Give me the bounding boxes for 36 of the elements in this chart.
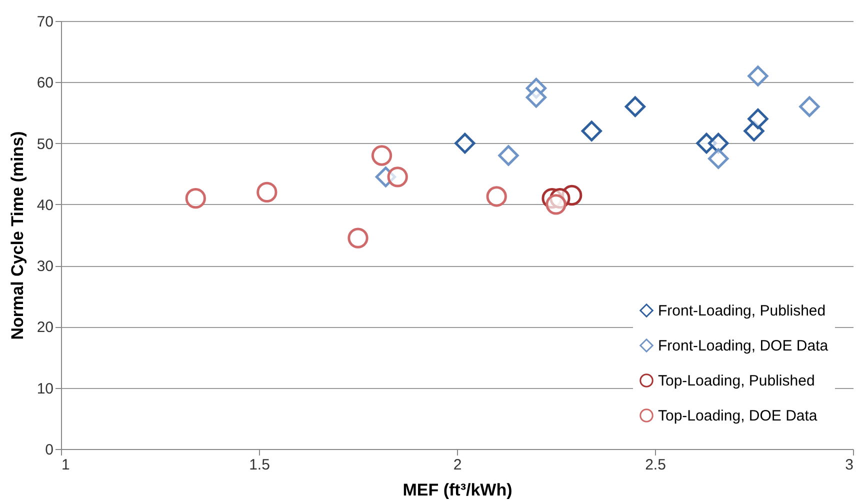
- point: [498, 145, 519, 166]
- y-tick-label: 30: [36, 258, 54, 276]
- legend-label: Front-Loading, Published: [658, 302, 826, 320]
- point: [256, 182, 278, 203]
- point: [387, 166, 408, 188]
- x-tick-label: 1: [62, 456, 70, 474]
- point: [486, 186, 507, 207]
- x-axis-title: MEF (ft³/kWh): [402, 480, 512, 500]
- point: [526, 87, 547, 108]
- x-tick-label: 1.5: [249, 456, 270, 474]
- y-tick-label: 60: [36, 74, 54, 92]
- point: [546, 194, 566, 215]
- point: [454, 132, 476, 154]
- y-tick-label: 10: [36, 380, 54, 398]
- y-tick-label: 70: [36, 14, 54, 30]
- legend-label: Top-Loading, Published: [658, 372, 815, 390]
- point: [748, 66, 768, 86]
- x-tick-label: 2: [453, 456, 462, 474]
- point: [371, 145, 392, 166]
- point: [581, 120, 602, 142]
- legend-label: Front-Loading, DOE Data: [658, 338, 829, 354]
- legend-label: Top-Loading, DOE Data: [658, 408, 818, 424]
- point: [708, 132, 729, 154]
- x-tick-label: 3: [845, 456, 854, 474]
- point: [708, 148, 729, 169]
- point: [624, 96, 646, 117]
- y-tick-label: 0: [45, 442, 54, 458]
- point: [748, 108, 768, 130]
- point: [185, 188, 206, 209]
- y-tick-label: 50: [36, 136, 54, 153]
- y-tick-label: 20: [36, 319, 54, 336]
- point: [348, 228, 368, 248]
- y-axis-title: Normal Cycle Time (mins): [8, 131, 27, 340]
- x-tick-label: 2.5: [645, 456, 666, 474]
- y-tick-label: 40: [36, 196, 54, 214]
- point: [799, 96, 820, 117]
